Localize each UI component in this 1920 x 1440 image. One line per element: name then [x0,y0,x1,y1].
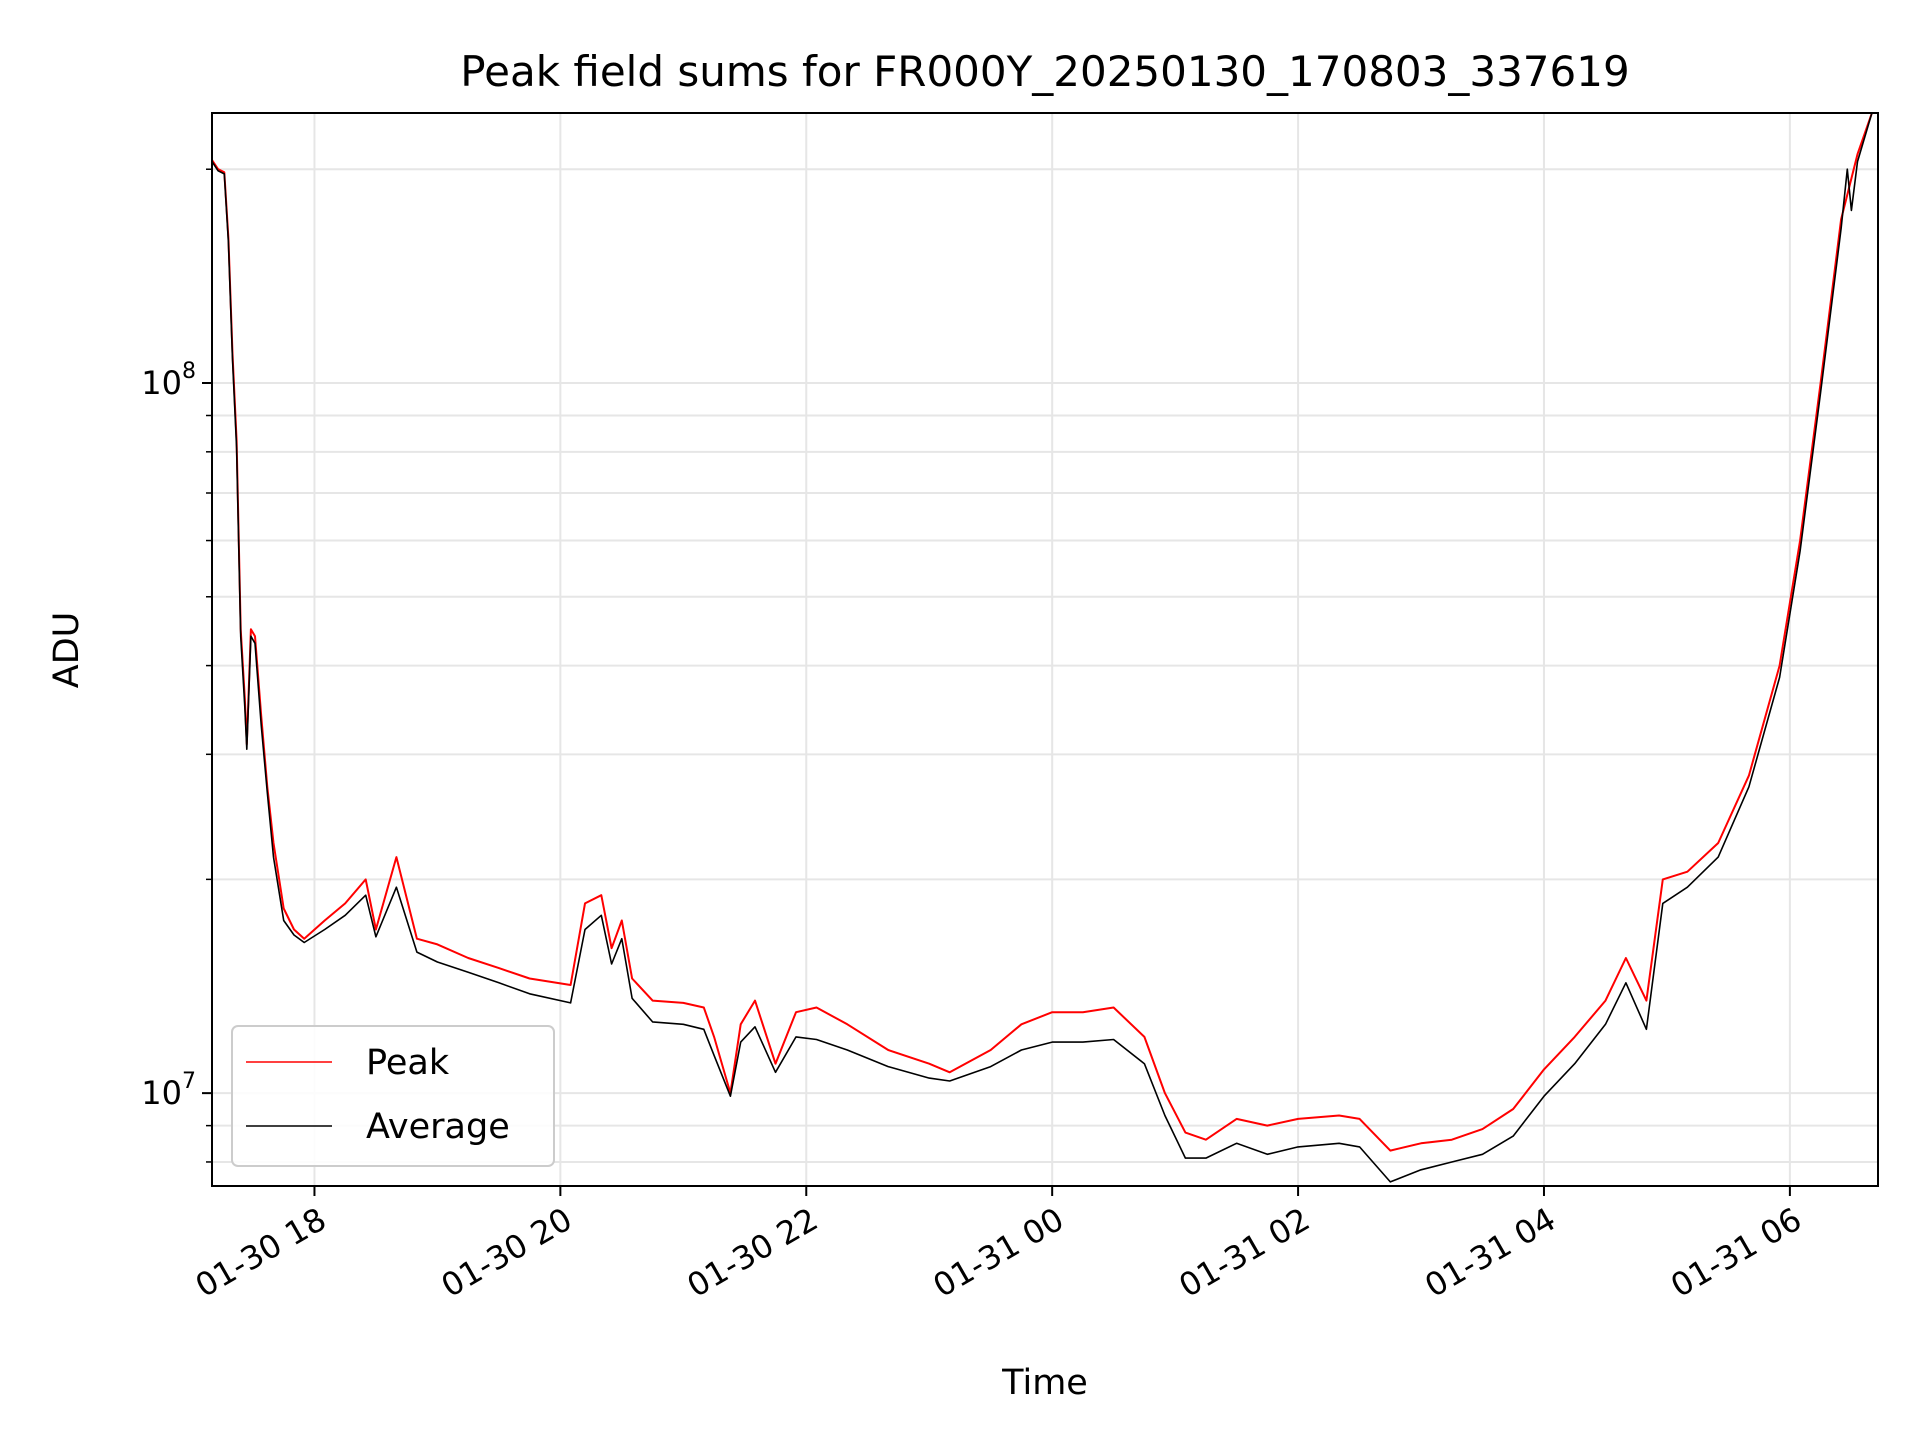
legend: Peak Average [231,1025,555,1167]
series-lines [212,113,1873,1183]
plot-frame [211,112,1879,1187]
x-tick-label: 01-31 06 [1664,1200,1808,1305]
x-axis-label: Time [1001,1363,1088,1403]
legend-label-average: Average [366,1107,510,1147]
series-line-average [212,113,1873,1183]
x-tick-label: 01-30 22 [681,1200,825,1305]
x-tick-label: 01-31 02 [1172,1200,1316,1305]
chart-title: Peak field sums for FR000Y_20250130_1708… [460,47,1629,96]
y-tick-label: 107 [141,1069,196,1112]
x-tick-label: 01-30 20 [435,1200,579,1305]
legend-box [231,1025,555,1167]
y-tick-label: 108 [141,359,196,402]
legend-label-peak: Peak [366,1043,450,1083]
series-line-peak [212,113,1873,1152]
x-tick-label: 01-30 18 [189,1200,333,1305]
x-tick-label: 01-31 04 [1418,1200,1562,1305]
y-axis-label: ADU [47,612,87,689]
x-tick-label: 01-31 00 [927,1200,1071,1305]
